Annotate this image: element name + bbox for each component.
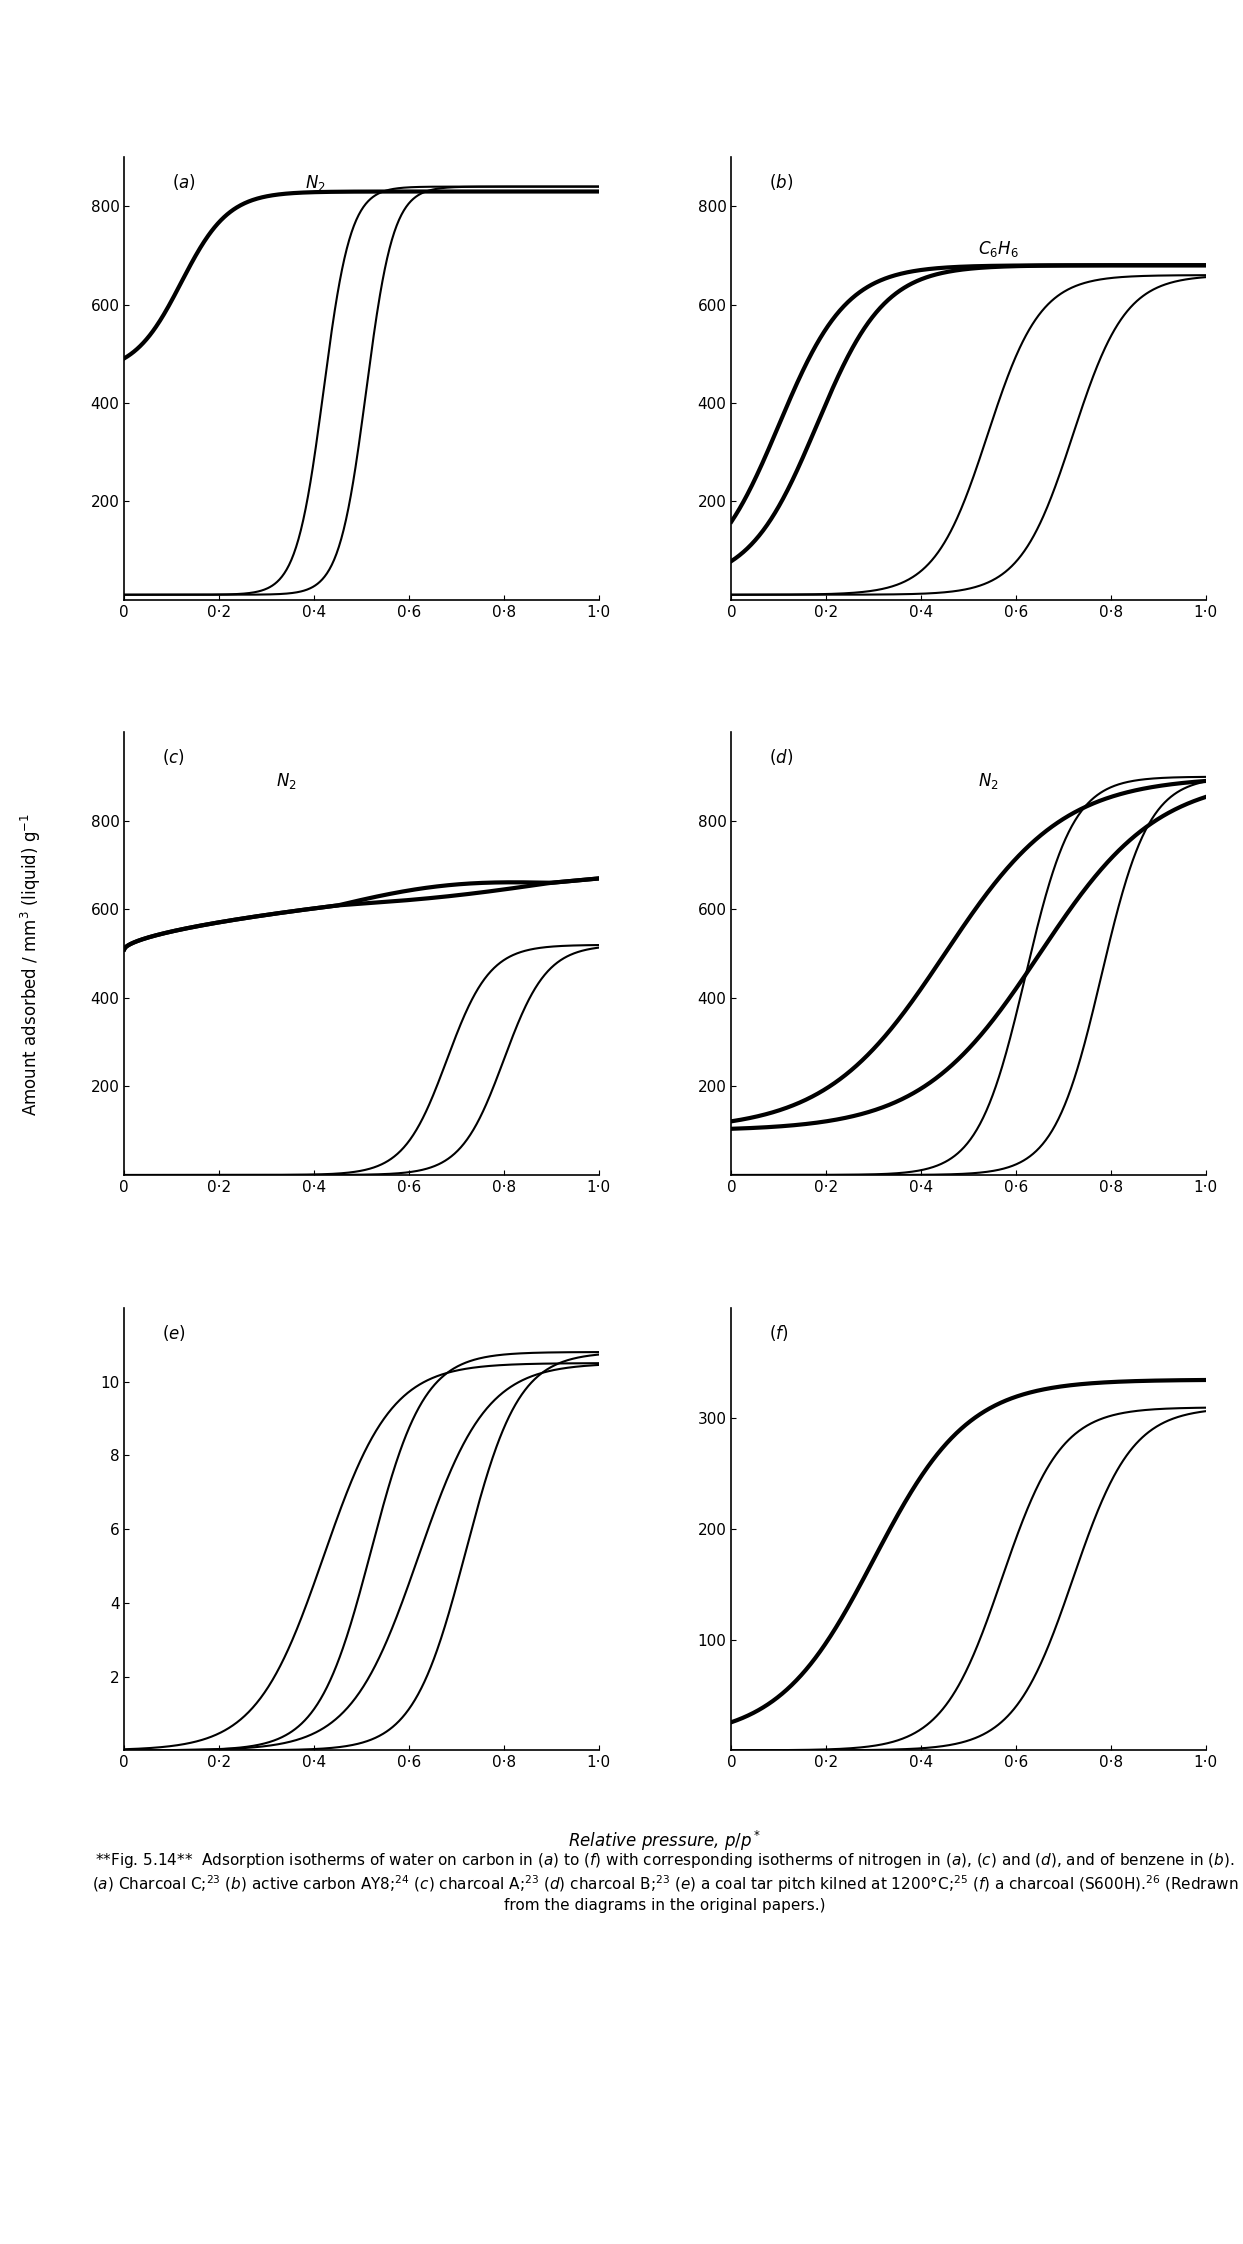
Text: $(a)$: $(a)$ <box>172 173 195 193</box>
Text: $(e)$: $(e)$ <box>163 1322 186 1342</box>
Text: $N_2$: $N_2$ <box>276 770 297 790</box>
Text: $C_6H_6$: $C_6H_6$ <box>978 240 1019 260</box>
Text: $N_2$: $N_2$ <box>978 770 998 790</box>
Text: **Fig. 5.14**  Adsorption isotherms of water on carbon in ($a$) to ($f$) with co: **Fig. 5.14** Adsorption isotherms of wa… <box>92 1851 1238 1912</box>
Text: $N_2$: $N_2$ <box>305 173 326 193</box>
Text: $(b)$: $(b)$ <box>769 173 793 193</box>
Text: $(f)$: $(f)$ <box>769 1322 789 1342</box>
Text: Amount adsorbed / mm$^3$ (liquid) g$^{-1}$: Amount adsorbed / mm$^3$ (liquid) g$^{-1… <box>19 815 44 1115</box>
Text: $(d)$: $(d)$ <box>769 747 793 767</box>
Text: $(c)$: $(c)$ <box>163 747 185 767</box>
Text: Relative pressure, $p/p^*$: Relative pressure, $p/p^*$ <box>568 1829 762 1854</box>
